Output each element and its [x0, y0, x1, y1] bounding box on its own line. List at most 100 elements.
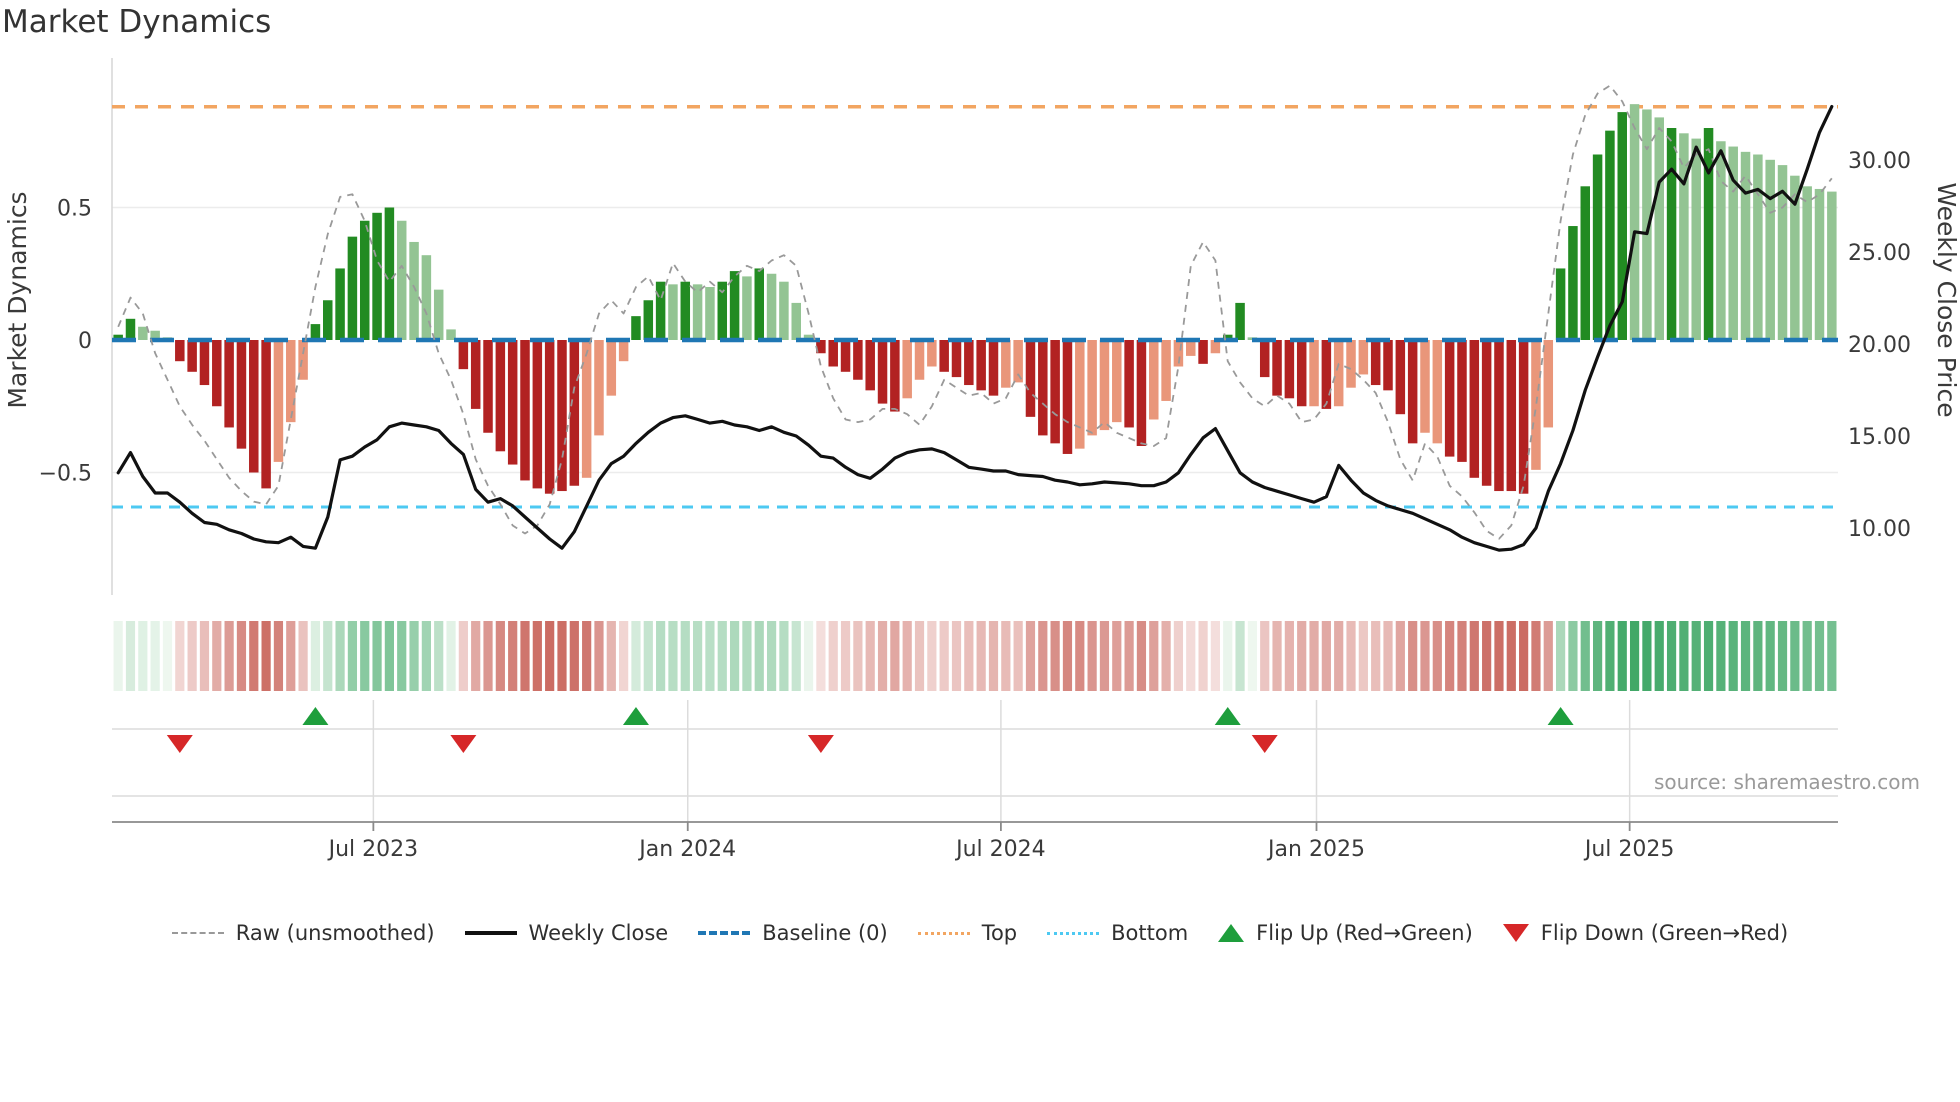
oscillator-bar: [1025, 340, 1036, 417]
left-tick-label: −0.5: [39, 462, 92, 487]
heatmap-cell: [951, 621, 962, 691]
oscillator-bar: [742, 276, 752, 340]
oscillator-bar: [964, 340, 974, 386]
legend-swatch-baseline-icon: [698, 931, 751, 935]
oscillator-bar: [1272, 340, 1282, 396]
heatmap-cell: [162, 621, 173, 691]
x-tick-label: Jan 2025: [1266, 837, 1365, 862]
oscillator-bar: [1605, 130, 1615, 340]
flip-down-marker: [166, 735, 193, 753]
flip-down-marker: [450, 735, 477, 753]
oscillator-bar: [199, 340, 210, 386]
oscillator-bar: [1543, 340, 1554, 428]
heatmap-cell: [693, 621, 703, 691]
oscillator-bar: [1444, 340, 1455, 457]
oscillator-bar: [643, 300, 654, 340]
heatmap-cell: [199, 621, 210, 691]
oscillator-bar: [359, 220, 370, 340]
oscillator-bar: [249, 340, 259, 473]
oscillator-bar: [951, 340, 962, 378]
heatmap-cell: [569, 621, 579, 691]
heatmap-cell: [1445, 621, 1455, 691]
oscillator-bar: [125, 318, 136, 340]
heatmap-cell: [1186, 621, 1196, 691]
oscillator-bar: [544, 340, 555, 494]
oscillator-bar: [655, 281, 666, 340]
oscillator-bar: [1222, 334, 1233, 340]
heatmap-cell: [1383, 621, 1393, 691]
heatmap-cell: [1297, 621, 1307, 691]
heatmap-cell: [335, 621, 345, 691]
heatmap-cell: [1765, 621, 1775, 691]
heatmap-cell: [1432, 621, 1442, 691]
heatmap-cell: [1642, 621, 1652, 691]
heatmap-cell: [261, 621, 271, 691]
oscillator-bar: [323, 300, 333, 340]
oscillator-bar: [470, 340, 481, 409]
heatmap-cell: [458, 621, 468, 691]
oscillator-bar: [618, 340, 629, 362]
heatmap-cell: [582, 621, 592, 691]
oscillator-bar: [1814, 188, 1825, 340]
oscillator-bar: [1149, 340, 1159, 420]
oscillator-bar: [692, 284, 703, 340]
heatmap-cell: [1050, 621, 1060, 691]
heatmap-cell: [1580, 621, 1590, 691]
heatmap-cell: [1679, 621, 1689, 691]
heatmap-cell: [1112, 621, 1122, 691]
oscillator-bar: [1654, 117, 1664, 341]
heatmap-cell: [717, 621, 727, 691]
heatmap-cell: [803, 621, 814, 691]
heatmap-cell: [1617, 621, 1627, 691]
flip-up-marker: [1214, 707, 1241, 725]
heatmap-cell: [372, 621, 382, 691]
heatmap-cell: [1173, 621, 1184, 691]
oscillator-bar: [1679, 133, 1689, 340]
oscillator-bar: [1038, 340, 1048, 436]
legend-item: Flip Up (Red→Green): [1218, 921, 1473, 945]
heatmap-cell: [495, 621, 505, 691]
heatmap-cell: [742, 621, 752, 691]
oscillator-bar: [828, 340, 838, 367]
oscillator-bar: [754, 268, 764, 340]
flip-down-marker: [807, 735, 834, 753]
heatmap-cell: [1161, 621, 1171, 691]
oscillator-bar: [520, 340, 530, 481]
oscillator-bar: [347, 236, 358, 340]
heatmap-cell: [705, 621, 715, 691]
heatmap-cell: [1247, 621, 1257, 691]
legend-label: Raw (unsmoothed): [235, 921, 435, 945]
oscillator-bar: [865, 340, 875, 391]
heatmap-cell: [1099, 621, 1110, 691]
heatmap-cell: [1469, 621, 1479, 691]
legend-swatch-tri-up-icon: [1218, 924, 1245, 942]
heatmap-cell: [865, 621, 875, 691]
heatmap-cell: [1543, 621, 1553, 691]
heatmap-cell: [988, 621, 999, 691]
heatmap-cell: [1198, 621, 1208, 691]
heatmap-cell: [1087, 621, 1097, 691]
oscillator-bar: [803, 334, 814, 340]
heatmap-cell: [1827, 621, 1837, 691]
heatmap-cell: [421, 621, 431, 691]
oscillator-bar: [1740, 151, 1751, 340]
heatmap-cell: [619, 621, 629, 691]
heatmap-cell: [347, 621, 358, 691]
oscillator-bar: [273, 340, 284, 462]
oscillator-bar: [1284, 340, 1295, 399]
oscillator-bar: [1099, 340, 1110, 431]
oscillator-bar: [1333, 340, 1344, 407]
oscillator-bar: [224, 340, 234, 428]
right-tick-label: 20.00: [1848, 333, 1911, 358]
oscillator-bar: [1013, 340, 1023, 383]
oscillator-bar: [1728, 146, 1738, 340]
heatmap-cell: [434, 621, 444, 691]
oscillator-bar: [1407, 340, 1418, 444]
legend-label: Flip Up (Red→Green): [1256, 921, 1473, 945]
oscillator-bar: [1531, 340, 1541, 470]
oscillator-bar: [1062, 340, 1073, 454]
legend-item: Bottom: [1047, 921, 1188, 945]
heatmap-cell: [1408, 621, 1418, 691]
